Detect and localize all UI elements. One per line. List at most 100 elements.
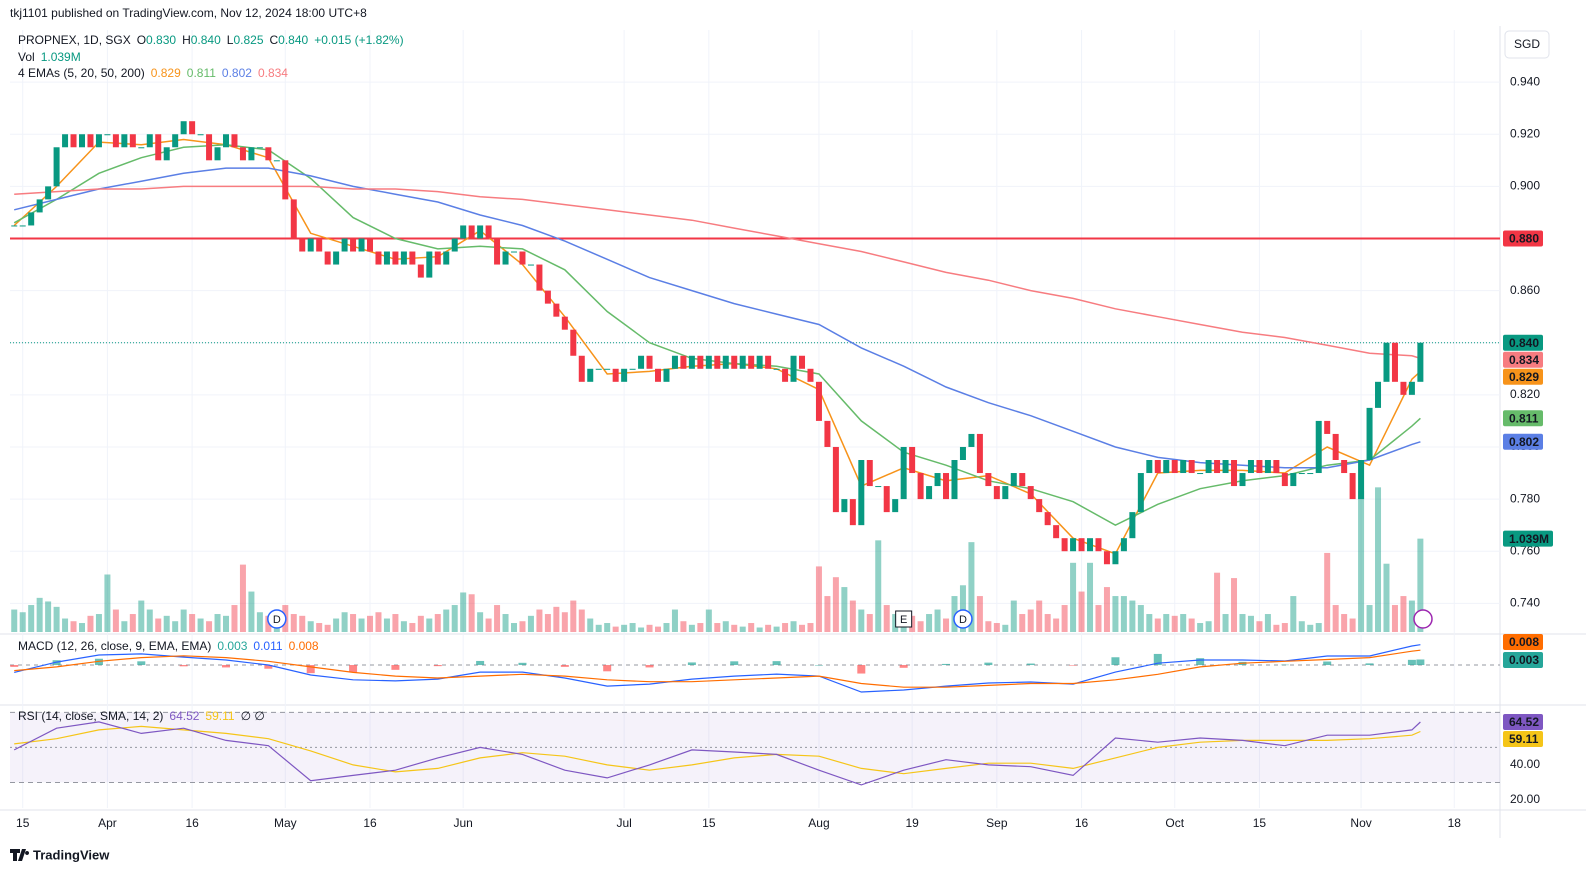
x-tick-label: Sep bbox=[986, 816, 1008, 830]
candle-body bbox=[1332, 433, 1339, 460]
axis-badge-label: 1.039M bbox=[1509, 532, 1549, 546]
candle-body bbox=[341, 238, 348, 252]
axis-badge-label: 0.003 bbox=[1509, 653, 1539, 667]
candle-body bbox=[612, 368, 619, 382]
candle-body bbox=[1078, 538, 1085, 552]
volume-bar bbox=[1146, 614, 1153, 632]
candle-body bbox=[527, 264, 534, 266]
axis-badge-label: 0.834 bbox=[1509, 353, 1539, 367]
axis-badge bbox=[1503, 652, 1543, 668]
candle-body bbox=[1112, 551, 1119, 565]
candle-body bbox=[1375, 381, 1382, 408]
axis-badge bbox=[1503, 731, 1543, 748]
volume-bar bbox=[536, 609, 543, 632]
y-tick-label: 0.900 bbox=[1510, 179, 1540, 193]
volume-bar bbox=[985, 621, 992, 632]
volume-bar bbox=[993, 623, 1000, 632]
volume-bar bbox=[231, 605, 238, 632]
candle-body bbox=[561, 316, 568, 330]
macd-histogram-bar bbox=[645, 665, 654, 668]
candle-body bbox=[1417, 342, 1424, 382]
axis-badge-label: 0.829 bbox=[1509, 370, 1539, 384]
volume-bar bbox=[1214, 572, 1221, 632]
volume-bar bbox=[976, 596, 983, 632]
macd-histogram-bar bbox=[687, 662, 696, 666]
candle-body bbox=[1103, 551, 1110, 565]
candle-body bbox=[434, 251, 441, 265]
currency-button[interactable] bbox=[1504, 30, 1550, 59]
candle-body bbox=[45, 186, 52, 200]
macd-line bbox=[14, 644, 1421, 693]
candle-body bbox=[1358, 460, 1365, 500]
macd-histogram-bar bbox=[814, 665, 823, 666]
candle-body bbox=[739, 355, 746, 369]
volume-bar bbox=[28, 605, 35, 632]
currency-label[interactable]: SGD bbox=[1514, 37, 1540, 51]
candle-body bbox=[477, 225, 484, 239]
candle-body bbox=[265, 147, 272, 161]
volume-bar bbox=[121, 621, 128, 632]
volume-bar bbox=[172, 621, 179, 632]
candle-body bbox=[705, 355, 712, 369]
candle-body bbox=[239, 147, 246, 161]
x-tick-label: 15 bbox=[16, 816, 30, 830]
candle-body bbox=[858, 460, 865, 526]
volume-bar bbox=[1019, 614, 1026, 632]
macd-histogram-bar bbox=[772, 661, 781, 666]
candle-body bbox=[1383, 342, 1390, 382]
macd-histogram-bar bbox=[1323, 661, 1332, 666]
legend-item: 0.802 bbox=[222, 66, 252, 80]
volume-bar bbox=[655, 626, 662, 632]
candle-body bbox=[163, 147, 170, 161]
candle-body bbox=[1044, 512, 1051, 526]
candle-body bbox=[1129, 512, 1136, 539]
candle-body bbox=[1002, 486, 1009, 500]
volume-bar bbox=[451, 605, 458, 632]
volume-bar bbox=[578, 609, 585, 632]
volume-bar bbox=[299, 615, 306, 632]
candle-body bbox=[1324, 420, 1331, 434]
candle-body bbox=[1256, 460, 1263, 474]
volume-bar bbox=[1120, 596, 1127, 632]
candle-body bbox=[917, 473, 924, 500]
candle-body bbox=[1290, 473, 1297, 487]
candle-body bbox=[1087, 538, 1094, 552]
macd-histogram-bar bbox=[1111, 657, 1120, 666]
axis-badge bbox=[1503, 433, 1543, 450]
candle-body bbox=[655, 368, 662, 382]
volume-bar bbox=[333, 618, 340, 632]
axis-badge-label: 0.880 bbox=[1509, 232, 1539, 246]
macd-histogram-bar bbox=[179, 665, 188, 667]
volume-bar bbox=[553, 606, 560, 632]
volume-bar bbox=[782, 623, 789, 632]
volume-bar bbox=[756, 627, 763, 632]
volume-bar bbox=[53, 606, 60, 632]
candle-body bbox=[104, 134, 111, 136]
legend-line: MACD (12, 26, close, 9, EMA, EMA) 0.003 0.… bbox=[18, 639, 319, 653]
x-tick-label: Apr bbox=[98, 816, 117, 830]
volume-bar bbox=[1307, 624, 1314, 632]
volume-bar bbox=[1281, 623, 1288, 632]
candle-body bbox=[1095, 538, 1102, 552]
event-marker bbox=[953, 609, 973, 629]
volume-bar bbox=[223, 615, 230, 632]
candle-body bbox=[1281, 473, 1288, 487]
volume-bar bbox=[883, 605, 890, 632]
volume-bar bbox=[19, 612, 26, 632]
candle-body bbox=[976, 433, 983, 474]
ema-line bbox=[14, 185, 1421, 360]
candle-body bbox=[1137, 473, 1144, 513]
candle-body bbox=[1273, 460, 1280, 474]
x-tick-label: 15 bbox=[702, 816, 716, 830]
volume-bar bbox=[180, 609, 187, 632]
volume-bar bbox=[1315, 623, 1322, 632]
volume-bar bbox=[968, 542, 975, 632]
legend-item: 0.011 bbox=[253, 639, 282, 653]
candle-body bbox=[824, 420, 831, 447]
volume-bar bbox=[1044, 614, 1051, 632]
candle-body bbox=[1171, 460, 1178, 474]
candle-body bbox=[1036, 499, 1043, 513]
macd-histogram-bar bbox=[476, 660, 485, 666]
volume-bar bbox=[1247, 615, 1254, 632]
legend-item: 0.840 bbox=[191, 33, 221, 47]
